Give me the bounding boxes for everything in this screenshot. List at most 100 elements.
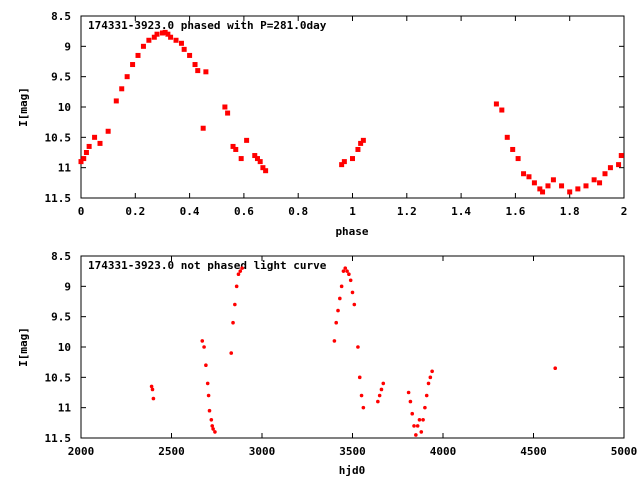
data-point [181, 46, 187, 52]
data-point [257, 159, 263, 165]
data-point [204, 363, 208, 368]
unphased-data-points [149, 266, 558, 437]
unphased-y-tick-label: 10 [58, 341, 71, 354]
data-point [591, 177, 597, 183]
data-point [359, 393, 364, 398]
data-point [559, 183, 565, 189]
data-point [213, 430, 217, 434]
data-point [510, 146, 516, 152]
data-point [222, 104, 228, 110]
phased-x-tick-label: 1.2 [397, 205, 417, 218]
unphased-light-curve-panel: 174331-3923.0 not phased light curve hjd… [17, 250, 637, 477]
data-point [206, 393, 211, 398]
data-point [124, 74, 130, 80]
data-point [130, 62, 136, 68]
data-point [230, 143, 236, 149]
data-point [238, 269, 243, 273]
data-point [537, 186, 543, 192]
data-point [119, 86, 125, 92]
data-point [423, 405, 427, 410]
phased-x-tick-label: 1.6 [505, 205, 525, 218]
phased-ticks: 0 0.2 0.4 0.6 0.8 1 1.2 1.4 1.6 1.8 2 8.5 9 9.5 10 10.5… [45, 10, 628, 218]
data-point [105, 128, 111, 134]
data-point [244, 137, 250, 143]
data-point [408, 399, 413, 404]
phased-y-tick-label: 9.5 [51, 71, 71, 84]
data-point [168, 34, 174, 40]
data-point [341, 269, 346, 273]
data-point [358, 140, 364, 146]
data-point [357, 375, 362, 380]
data-point [240, 266, 244, 270]
data-point [597, 180, 603, 186]
data-point [415, 424, 420, 428]
data-point [202, 345, 206, 349]
phased-plot-frame [80, 15, 625, 199]
data-point [339, 284, 344, 289]
data-point [205, 381, 210, 386]
unphased-y-tick-label: 11.5 [45, 432, 72, 445]
data-point [135, 52, 141, 58]
data-point [361, 405, 366, 410]
data-point [350, 156, 355, 162]
data-point [78, 159, 84, 165]
data-point [352, 302, 357, 307]
phased-data-points [78, 29, 624, 195]
data-point [499, 107, 505, 113]
data-point [376, 399, 380, 404]
data-point [336, 308, 340, 313]
data-point [173, 37, 179, 43]
data-point [347, 272, 351, 277]
unphased-x-tick-label: 3000 [249, 445, 276, 458]
data-point [424, 393, 429, 398]
data-point [417, 418, 422, 422]
data-point [583, 183, 589, 189]
unphased-y-tick-label: 9 [64, 280, 71, 293]
data-point [360, 137, 366, 143]
phased-x-axis-label: phase [335, 225, 368, 238]
data-point [379, 387, 384, 392]
data-point [616, 162, 622, 168]
data-point [200, 125, 206, 131]
data-point [200, 339, 205, 343]
unphased-x-tick-label: 4000 [430, 445, 457, 458]
data-point [233, 146, 239, 152]
data-point [526, 174, 532, 180]
unphased-y-tick-label: 8.5 [51, 250, 71, 263]
data-point [254, 156, 260, 162]
unphased-plot-frame [80, 255, 625, 439]
unphased-x-tick-label: 3500 [339, 445, 366, 458]
data-point [406, 390, 411, 395]
data-point [83, 150, 89, 155]
data-point [339, 162, 345, 168]
data-point [493, 101, 499, 107]
unphased-y-tick-label: 10.5 [45, 371, 72, 384]
phased-x-tick-label: 1 [349, 205, 356, 218]
data-point [97, 140, 103, 146]
data-point [225, 110, 231, 116]
phased-plot-title: 174331-3923.0 phased with P=281.0day [88, 19, 327, 32]
phased-x-tick-label: 0 [78, 205, 85, 218]
data-point [338, 296, 342, 301]
phased-y-tick-label: 9 [64, 40, 71, 53]
data-point [146, 37, 152, 43]
data-point [252, 153, 258, 159]
phased-x-tick-label: 1.8 [560, 205, 580, 218]
data-point [159, 30, 165, 36]
data-point [150, 387, 155, 392]
phased-y-tick-label: 8.5 [51, 10, 71, 23]
data-point [207, 408, 212, 413]
data-point [504, 134, 510, 140]
data-point [211, 427, 215, 431]
data-point [381, 381, 386, 386]
data-point [355, 146, 361, 152]
data-point [140, 43, 146, 49]
data-point [162, 29, 168, 35]
data-point [531, 180, 537, 186]
data-point [602, 171, 608, 177]
data-point [426, 381, 431, 386]
data-point [428, 375, 433, 380]
data-point [343, 266, 348, 270]
phased-x-tick-label: 0.8 [288, 205, 308, 218]
